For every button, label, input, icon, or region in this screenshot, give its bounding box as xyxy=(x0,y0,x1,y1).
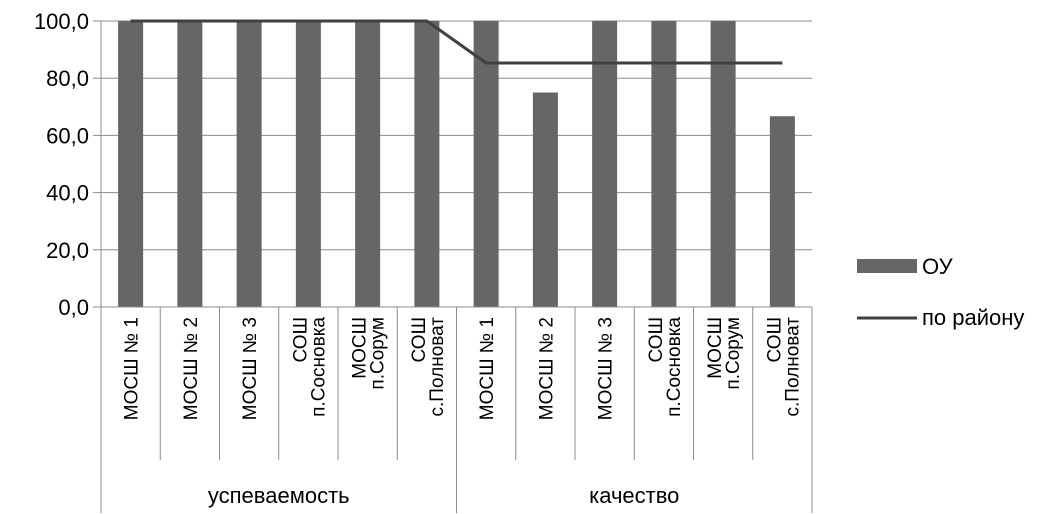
line-series xyxy=(130,19,783,65)
y-tick-label-1: 20,0 xyxy=(46,238,89,263)
x-category-label-10-line-1: СОШ xyxy=(646,317,667,363)
y-tick-label-0: 0,0 xyxy=(58,295,89,320)
legend: ОУ по району xyxy=(857,254,1024,330)
bar-9 xyxy=(592,21,618,307)
x-category-label-2: МОСШ № 2 xyxy=(181,317,202,420)
bar-3 xyxy=(236,21,262,307)
x-category-label-5-line-2: п.Сорум xyxy=(368,317,389,390)
x-category-label-11-line-1: МОСШ xyxy=(705,317,726,379)
legend-label-por-raionu: по району xyxy=(922,305,1024,330)
legend-swatch-ou xyxy=(857,259,917,273)
legend-label-ou: ОУ xyxy=(922,254,954,279)
x-category-label-11-line-2: п.Сорум xyxy=(723,317,744,390)
bar-5 xyxy=(355,21,381,307)
line-por-raionu xyxy=(130,19,783,65)
x-category-label-6-line-2: с.Полноват xyxy=(427,317,448,417)
x-category-label-7: МОСШ № 1 xyxy=(477,317,498,420)
y-tick-labels: 0,0 20,0 40,0 60,0 80,0 100,0 xyxy=(34,9,89,320)
bar-4 xyxy=(295,21,321,307)
y-tick-label-4: 80,0 xyxy=(46,66,89,91)
bar-7 xyxy=(473,21,499,307)
x-category-label-8: МОСШ № 2 xyxy=(536,317,557,420)
bar-2 xyxy=(177,21,203,307)
x-group-label-2: качество xyxy=(589,483,679,508)
x-category-label-1: МОСШ № 1 xyxy=(122,317,143,420)
y-tick-label-2: 40,0 xyxy=(46,181,89,206)
x-category-label-6-line-1: СОШ xyxy=(409,317,430,363)
bar-8 xyxy=(532,92,558,307)
y-tick-label-3: 60,0 xyxy=(46,123,89,148)
x-category-label-3: МОСШ № 3 xyxy=(240,317,261,420)
x-category-label-4-line-2: п.Сосновка xyxy=(308,317,329,417)
bar-12 xyxy=(769,116,795,307)
x-category-label-9: МОСШ № 3 xyxy=(596,317,617,420)
y-tick-label-5: 100,0 xyxy=(34,9,89,34)
bar-1 xyxy=(118,21,144,307)
x-category-label-10-line-2: п.Сосновка xyxy=(664,317,685,417)
bar-series xyxy=(118,21,795,307)
x-category-label-4-line-1: СОШ xyxy=(290,317,311,363)
gridlines xyxy=(101,20,812,251)
x-category-label-12-line-1: СОШ xyxy=(764,317,785,363)
bar-10 xyxy=(651,21,677,307)
x-category-label-12-line-2: с.Полноват xyxy=(782,317,803,417)
axes xyxy=(93,20,813,513)
x-category-label-5-line-1: МОСШ xyxy=(350,317,371,379)
bar-6 xyxy=(414,21,440,307)
x-group-label-1: успеваемость xyxy=(208,483,350,508)
bar-11 xyxy=(710,21,736,307)
